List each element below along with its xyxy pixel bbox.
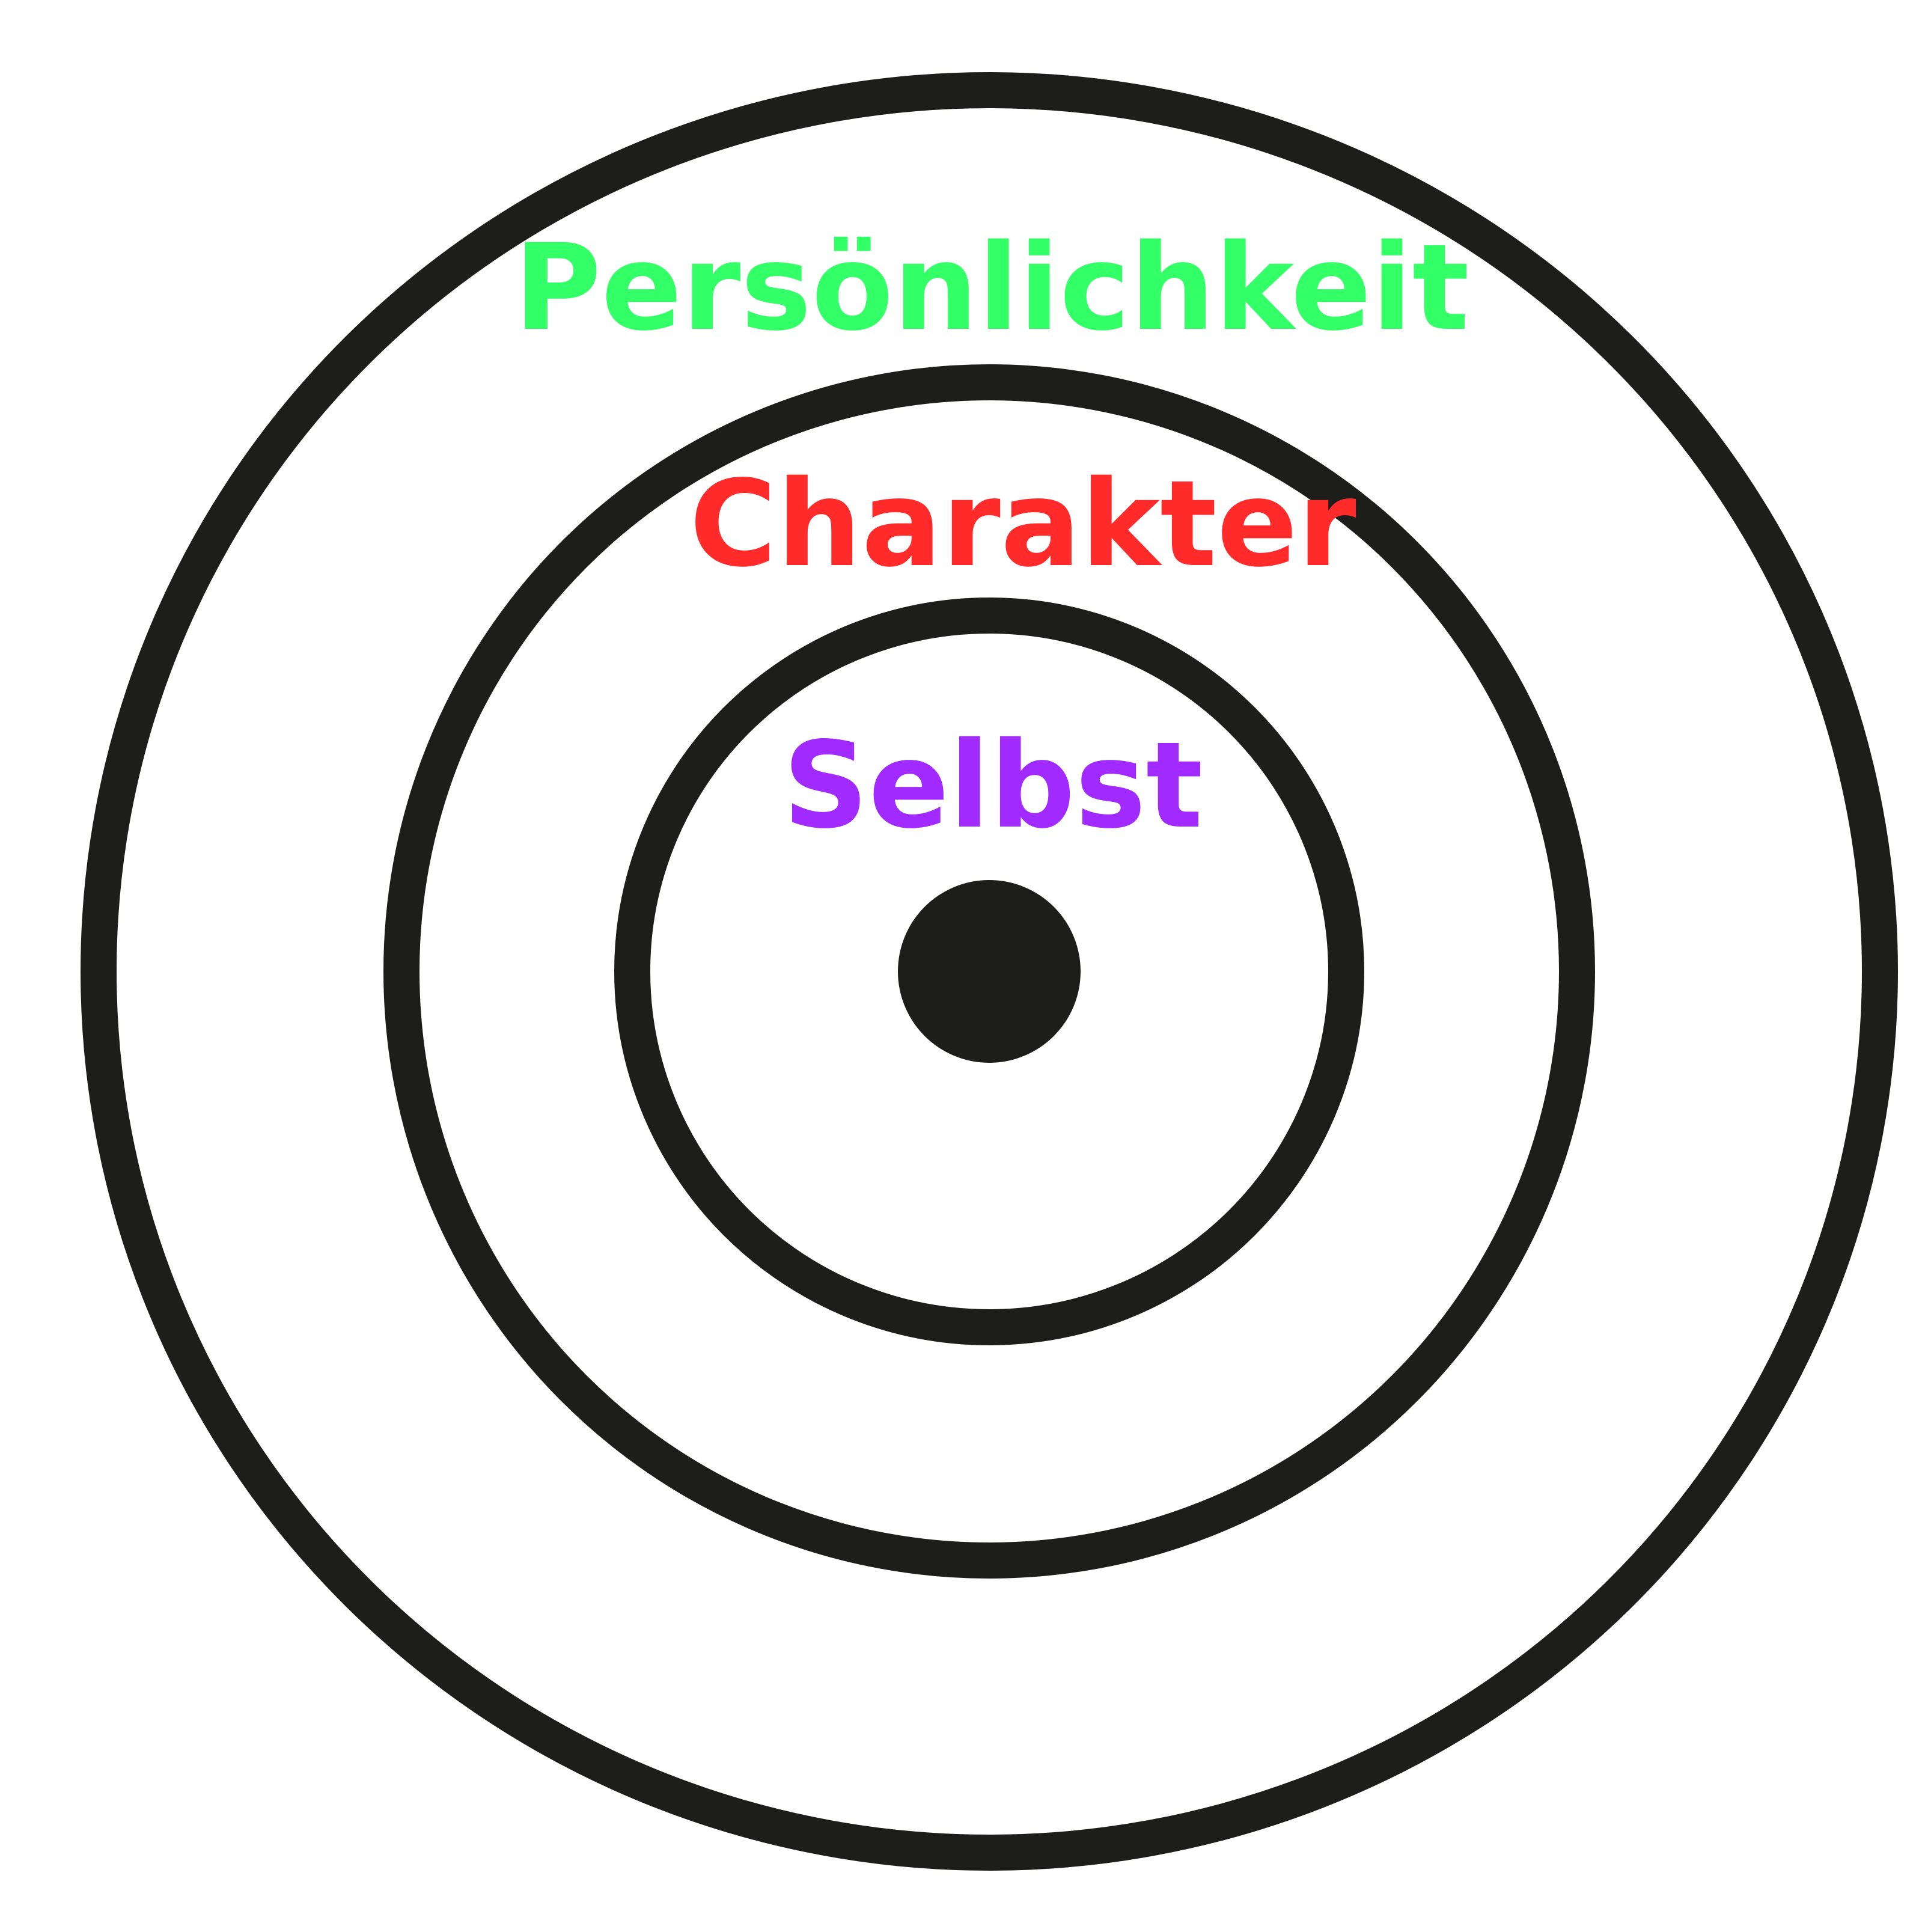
label-outer-persoenlichkeit: Persönlichkeit [514, 218, 1469, 357]
label-middle-charakter: Charakter [689, 454, 1356, 593]
outer-ring [81, 72, 1898, 1871]
middle-ring [383, 364, 1595, 1579]
center-dot [898, 880, 1081, 1063]
label-inner-selbst: Selbst [783, 716, 1203, 855]
inner-ring [614, 598, 1364, 1345]
